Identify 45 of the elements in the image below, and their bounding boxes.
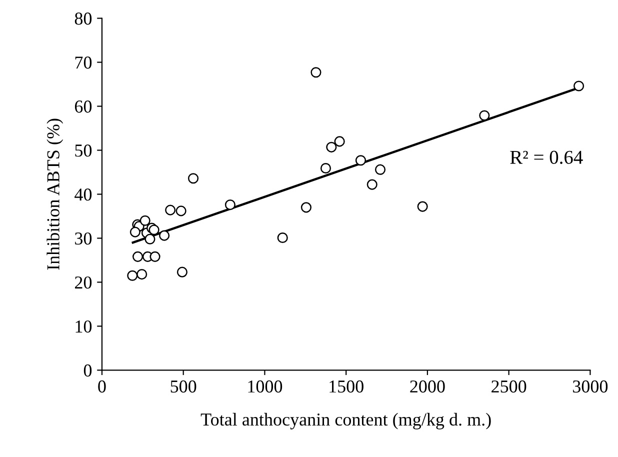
point (132, 251, 144, 262)
y-tick-label: 30 (75, 232, 92, 245)
point (334, 136, 345, 147)
point (374, 164, 386, 175)
x-tick-label: 0 (98, 380, 106, 393)
y-axis-title: Inhibition ABTS (%) (46, 118, 64, 270)
point (165, 204, 176, 216)
point (320, 162, 332, 174)
y-tick-label: 0 (84, 364, 92, 377)
annotation: R² = 0.64 (510, 150, 583, 164)
y-tick-label: 80 (74, 12, 92, 25)
y-tick-label: 70 (75, 56, 92, 69)
point (144, 234, 156, 244)
y-tick-label: 40 (74, 188, 92, 201)
x-tick-label: 2000 (410, 380, 445, 393)
x-tick-label: 1500 (330, 380, 364, 393)
point (326, 142, 337, 152)
y-tick-label: 10 (76, 320, 92, 333)
point (130, 226, 140, 238)
point (300, 202, 312, 213)
y-tick-label: 50 (75, 144, 92, 157)
point (136, 268, 148, 280)
point (417, 201, 428, 212)
point (574, 80, 584, 92)
point (188, 173, 199, 184)
point (127, 270, 138, 281)
x-tick-label: 3000 (573, 380, 608, 393)
x-axis-title: Total anthocyanin content (mg/kg d. m.) (200, 412, 491, 430)
point (176, 266, 188, 278)
point (224, 200, 236, 210)
point (159, 230, 170, 241)
point (479, 110, 490, 121)
x-tick-label: 2500 (492, 380, 526, 393)
y-tick-label: 20 (74, 276, 92, 289)
point (176, 206, 186, 216)
point (148, 224, 160, 236)
point (355, 155, 366, 166)
point (310, 67, 322, 78)
point (150, 251, 160, 262)
x-tick-label: 500 (170, 380, 196, 393)
point (277, 232, 288, 244)
point (140, 215, 150, 226)
x-tick-label: 1000 (248, 380, 282, 393)
y-tick-label: 60 (74, 100, 92, 113)
point (366, 179, 378, 190)
